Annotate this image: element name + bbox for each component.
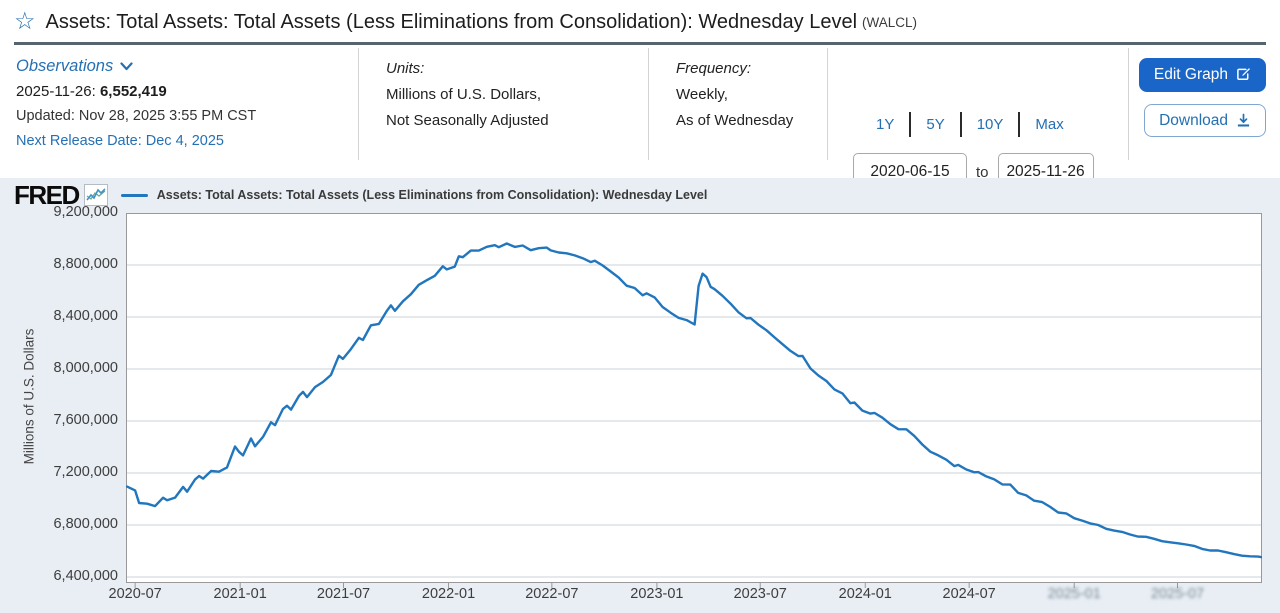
header-divider xyxy=(14,42,1266,45)
chart-plot-area[interactable] xyxy=(126,213,1262,589)
x-tick-label: 2025-01 xyxy=(1047,586,1101,602)
download-button[interactable]: Download xyxy=(1144,103,1266,137)
units-label: Units: xyxy=(386,60,425,77)
y-tick-label: 8,800,000 xyxy=(53,256,118,272)
x-tick-label: 2023-01 xyxy=(630,586,684,602)
latest-observation-date: 2025-11-26: xyxy=(16,83,96,100)
page-header: ☆ Assets: Total Assets: Total Assets (Le… xyxy=(14,4,1266,40)
observations-column: Observations 2025-11-26: 6,552,419 Updat… xyxy=(16,54,256,154)
range-preset-1y[interactable]: 1Y xyxy=(876,116,895,133)
divider xyxy=(909,112,912,137)
x-tick-label: 2022-07 xyxy=(525,586,579,602)
divider xyxy=(648,48,649,160)
updated-text: Updated: Nov 28, 2025 3:55 PM CST xyxy=(16,108,257,124)
edit-graph-label: Edit Graph xyxy=(1153,66,1228,83)
y-tick-label: 6,400,000 xyxy=(53,567,118,584)
fred-sparkline-icon xyxy=(83,184,108,206)
favorite-star-icon[interactable]: ☆ xyxy=(14,8,36,35)
y-tick-label: 8,400,000 xyxy=(53,308,118,324)
legend-line-swatch xyxy=(120,193,148,197)
x-tick-label: 2025-07 xyxy=(1150,586,1205,602)
page-title: Assets: Total Assets: Total Assets (Less… xyxy=(45,10,858,33)
to-label: to xyxy=(976,163,989,181)
y-axis-title: Millions of U.S. Dollars xyxy=(21,328,37,465)
range-preset-max[interactable]: Max xyxy=(1035,116,1064,133)
x-tick-label: 2024-01 xyxy=(838,586,892,602)
y-tick-label: 7,200,000 xyxy=(53,464,118,480)
y-tick-label: 6,800,000 xyxy=(53,515,118,532)
x-tick-label: 2021-07 xyxy=(316,586,371,602)
observations-label: Observations xyxy=(16,57,114,75)
x-tick-label: 2023-07 xyxy=(733,586,787,602)
frequency-label: Frequency: xyxy=(676,60,752,77)
x-tick-label: 2020-07 xyxy=(108,586,162,602)
divider xyxy=(1128,48,1129,160)
chart-area: FRED Assets: Total Assets: Total Assets … xyxy=(0,178,1280,613)
chart-header: FRED Assets: Total Assets: Total Assets … xyxy=(14,179,708,210)
y-tick-label: 8,000,000 xyxy=(53,359,118,376)
range-preset-10y[interactable]: 10Y xyxy=(976,116,1004,133)
latest-observation-value: 6,552,419 xyxy=(99,83,167,100)
units-line2: Not Seasonally Adjusted xyxy=(386,112,549,129)
actions-column: Edit Graph Download xyxy=(1138,58,1266,137)
range-presets: 1Y 5Y 10Y Max xyxy=(876,112,1064,137)
x-tick-label: 2022-01 xyxy=(421,586,476,602)
download-label: Download xyxy=(1159,111,1228,129)
next-release-link[interactable]: Next Release Date: Dec 4, 2025 xyxy=(16,133,224,149)
x-tick-label: 2021-01 xyxy=(213,586,267,602)
divider xyxy=(827,48,828,160)
units-line1: Millions of U.S. Dollars, xyxy=(386,86,542,103)
units-column: Units: Millions of U.S. Dollars, Not Sea… xyxy=(386,56,549,134)
divider xyxy=(959,112,962,137)
frequency-line2: As of Wednesday xyxy=(676,112,794,129)
divider xyxy=(358,48,359,160)
y-tick-label: 7,600,000 xyxy=(53,411,118,428)
x-tick-label: 2024-07 xyxy=(942,586,996,602)
series-meta-bar: Observations 2025-11-26: 6,552,419 Updat… xyxy=(0,46,1280,191)
observations-dropdown[interactable]: Observations xyxy=(16,54,133,79)
chevron-down-icon xyxy=(120,62,133,71)
edit-graph-button[interactable]: Edit Graph xyxy=(1138,58,1266,92)
latest-observation: 2025-11-26: 6,552,419 xyxy=(16,79,256,104)
frequency-column: Frequency: Weekly, As of Wednesday xyxy=(676,56,793,134)
range-preset-5y[interactable]: 5Y xyxy=(926,116,945,133)
fred-logo[interactable]: FRED xyxy=(14,179,80,210)
legend-label: Assets: Total Assets: Total Assets (Less… xyxy=(156,188,708,202)
edit-icon xyxy=(1237,68,1250,81)
divider xyxy=(1018,112,1021,137)
frequency-line1: Weekly, xyxy=(676,86,728,103)
y-tick-label: 9,200,000 xyxy=(53,204,118,220)
download-icon xyxy=(1237,113,1250,127)
series-id: (WALCL) xyxy=(862,14,918,30)
